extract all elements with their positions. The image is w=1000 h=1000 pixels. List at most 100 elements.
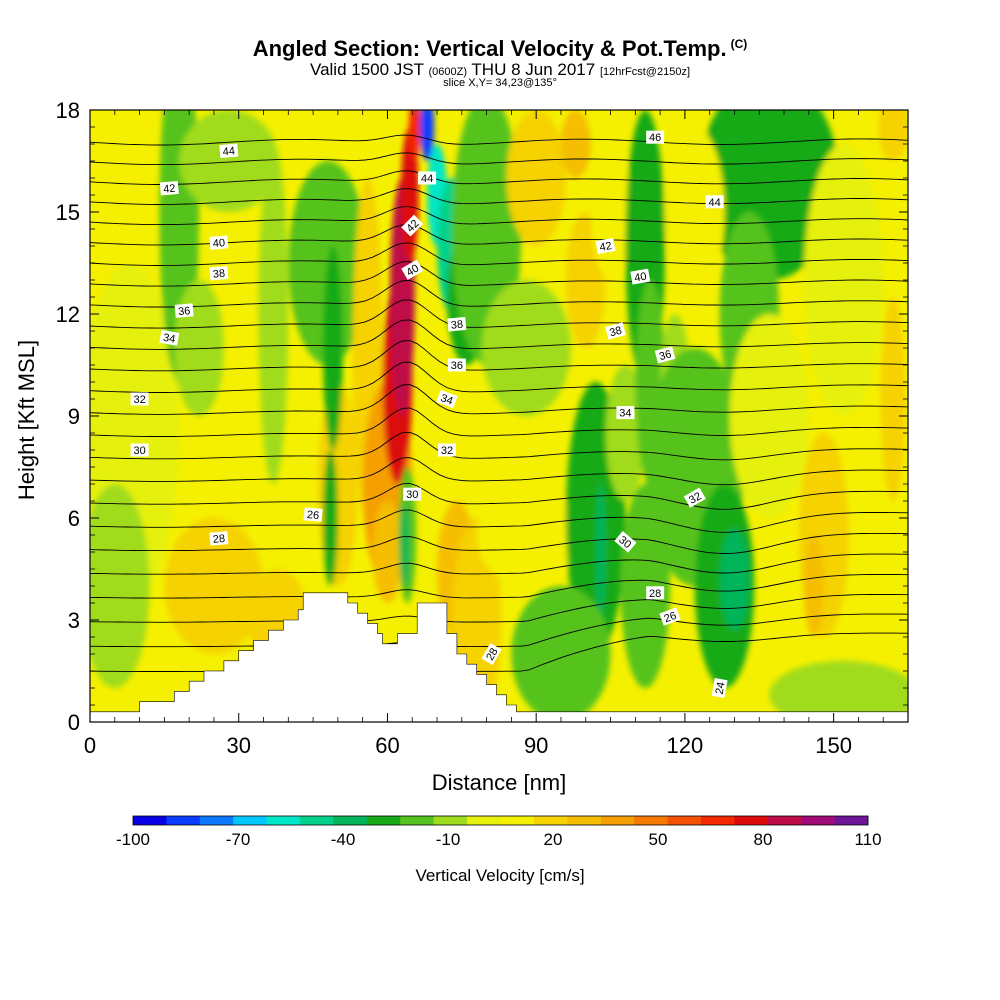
contour-label-text: 38 (450, 319, 463, 332)
colorbar-tick-label: 50 (649, 830, 668, 849)
theta-contour-36 (90, 361, 908, 393)
colorbar-swatch (834, 816, 869, 825)
velocity-cell-7 (258, 144, 289, 484)
colorbar-swatch (567, 816, 602, 825)
colorbar-swatch (433, 816, 468, 825)
velocity-cell-26 (481, 280, 571, 416)
theta-contour-47 (90, 152, 908, 166)
contour-label: 32 (437, 443, 456, 457)
colorbar: -100 -70 -40 -10 20 50 80 110 (116, 815, 882, 849)
contour-label-text: 46 (649, 132, 661, 144)
velocity-cell-31 (560, 110, 591, 178)
contour-label-box (403, 487, 422, 501)
velocity-cell-10 (323, 246, 343, 450)
contour-label-text: 32 (687, 490, 704, 507)
contour-label-box (711, 678, 728, 698)
theta-contour-41 (90, 261, 908, 287)
slice-info: slice X,Y= 34,23@135° (443, 77, 557, 89)
colorbar-frame (132, 815, 869, 826)
contour-label-box (614, 531, 637, 553)
contour-label-box (303, 507, 323, 522)
theta-contour-31 (90, 483, 908, 510)
contour-label-box (605, 322, 626, 340)
y-axis-label: Height [Kft MSL] (14, 340, 39, 500)
contour-label-box (209, 235, 229, 250)
contour-label-text: 36 (451, 360, 463, 372)
contour-label-box (401, 259, 424, 280)
contour-label-box (646, 130, 665, 144)
colorbar-swatch (667, 816, 702, 825)
contour-label: 44 (418, 171, 437, 185)
contour-label: 44 (219, 143, 239, 158)
velocity-cell-21 (420, 110, 435, 161)
velocity-cell-11 (323, 450, 338, 586)
contour-label: 28 (209, 531, 229, 546)
y-tick-label: 3 (68, 608, 80, 633)
contour-label-box (209, 531, 229, 546)
x-tick-label: 30 (226, 733, 250, 758)
x-tick-label: 60 (375, 733, 399, 758)
contour-label-text: 28 (649, 588, 661, 600)
contour-label: 28 (646, 586, 665, 600)
contour-label-text: 32 (133, 394, 145, 406)
contour-label-text: 40 (633, 271, 647, 285)
contour-label-box (659, 607, 681, 626)
contour-label-box (447, 358, 466, 372)
subtitle-valid: Valid 1500 JST (310, 60, 424, 79)
contour-label: 38 (209, 265, 229, 281)
contour-label-box (437, 443, 456, 457)
theta-contour-32 (90, 457, 908, 486)
contour-label: 34 (616, 406, 635, 420)
contour-label-box (436, 389, 458, 409)
x-tick-label: 150 (815, 733, 852, 758)
colorbar-tick-label: -40 (331, 830, 356, 849)
contour-label: 26 (659, 607, 681, 626)
contour-label: 36 (174, 303, 194, 318)
velocity-cell-30 (506, 110, 566, 246)
colorbar-swatch (333, 816, 368, 825)
contour-label: 32 (683, 487, 706, 508)
y-tick-label: 6 (68, 506, 80, 531)
pot-temp-contours (90, 134, 908, 672)
theta-contour-38 (90, 319, 908, 350)
theta-contour-42 (90, 242, 908, 266)
velocity-cell-4 (179, 110, 279, 212)
contour-label: 30 (403, 487, 422, 501)
theta-contour-33 (90, 431, 908, 461)
contour-label-text: 40 (404, 262, 421, 279)
x-tick-label: 120 (667, 733, 704, 758)
theta-contour-34 (90, 407, 908, 437)
velocity-cell-17 (408, 110, 421, 161)
contour-label: 38 (605, 322, 626, 340)
contour-label-box (616, 406, 635, 420)
contour-label: 32 (130, 392, 149, 406)
contour-label-text: 40 (212, 237, 225, 250)
contour-label-box (209, 265, 229, 281)
y-tick-label: 18 (56, 98, 80, 123)
subtitle-zulu: (0600Z) (428, 66, 467, 78)
theta-contour-29 (90, 532, 908, 554)
velocity-cell-36 (511, 586, 611, 722)
colorbar-label: Vertical Velocity [cm/s] (415, 866, 584, 885)
contour-label-text: 44 (222, 145, 235, 158)
contour-label: 40 (401, 259, 424, 280)
colorbar-swatch (366, 816, 401, 825)
colorbar-swatch (300, 816, 334, 825)
colorbar-swatch (133, 816, 167, 825)
theta-contour-44 (90, 206, 908, 226)
title-units: (C) (730, 36, 748, 51)
contour-label-text: 38 (608, 325, 623, 340)
contour-label: 36 (654, 346, 676, 364)
colorbar-swatch (500, 816, 535, 825)
contour-label-box (705, 195, 724, 209)
contour-label-box (174, 303, 194, 318)
velocity-cell-52 (769, 660, 908, 722)
contour-label-text: 26 (663, 610, 679, 625)
contour-label-text: 26 (306, 509, 319, 522)
contour-label-box (630, 268, 651, 285)
colorbar-tick-label: -100 (116, 830, 150, 849)
velocity-cell-33 (590, 144, 631, 280)
velocity-cell-50 (803, 535, 824, 637)
contour-label-text: 34 (619, 408, 631, 420)
chart-title: Angled Section: Vertical Velocity & Pot.… (0, 36, 1000, 62)
